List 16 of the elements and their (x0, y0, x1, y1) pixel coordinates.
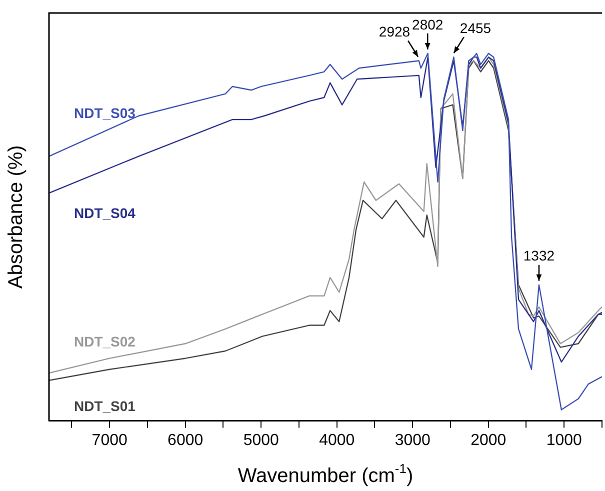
series-label: NDT_S04 (74, 204, 136, 221)
annotation: 2802 (412, 16, 444, 32)
series-label: NDT_S02 (74, 333, 136, 350)
y-axis-title: Absorbance (%) (5, 145, 27, 289)
x-tick-label: 3000 (394, 432, 431, 449)
x-tick-label: 1000 (546, 432, 582, 449)
annotation: 2455 (460, 20, 492, 36)
annotation: 2928 (378, 24, 410, 40)
x-tick-label: 4000 (319, 432, 355, 449)
annotation: 1332 (523, 248, 555, 264)
x-tick-label: 2000 (470, 432, 506, 449)
series-label: NDT_S01 (74, 398, 136, 414)
x-tick-label: 6000 (168, 432, 204, 449)
x-tick-label: 7000 (92, 432, 128, 449)
x-tick-label: 5000 (243, 432, 280, 449)
series-label: NDT_S03 (74, 105, 136, 122)
